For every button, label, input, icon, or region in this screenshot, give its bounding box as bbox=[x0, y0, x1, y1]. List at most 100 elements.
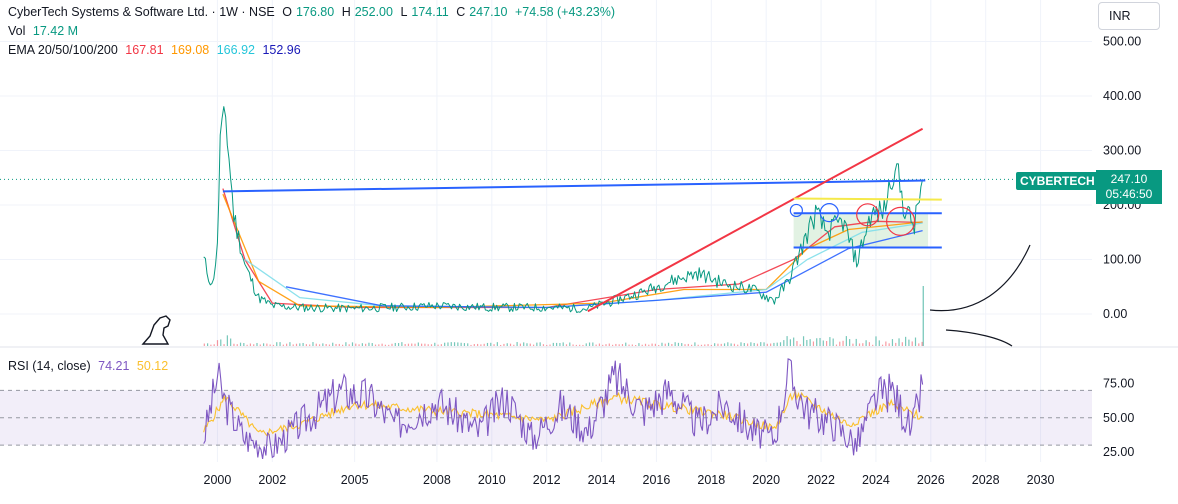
open-value: 176.80 bbox=[295, 5, 335, 19]
volume-bar bbox=[523, 342, 525, 346]
volume-bar bbox=[677, 342, 680, 346]
volume-bar bbox=[631, 344, 633, 346]
volume-bar bbox=[282, 344, 284, 346]
volume-bar bbox=[246, 344, 248, 346]
volume-bar bbox=[532, 344, 535, 346]
volume-bar bbox=[875, 336, 877, 346]
rsi-panel bbox=[0, 358, 1092, 459]
volume-bar bbox=[358, 344, 360, 346]
volume-bar bbox=[496, 342, 498, 346]
volume-bar bbox=[743, 343, 745, 346]
volume-bar bbox=[476, 343, 479, 346]
volume-bar bbox=[216, 340, 219, 346]
volume-bar bbox=[756, 343, 759, 346]
ema-line-ema200 bbox=[285, 229, 923, 309]
volume-bar bbox=[322, 343, 324, 346]
volume-bar bbox=[714, 343, 716, 346]
volume-bar bbox=[384, 344, 387, 346]
close-label: C bbox=[456, 5, 466, 19]
open-label: O bbox=[282, 5, 292, 19]
volume-bar bbox=[618, 344, 620, 346]
time-axis-tick: 2018 bbox=[697, 473, 725, 487]
gridlines bbox=[0, 0, 1178, 462]
volume-bar bbox=[579, 344, 581, 346]
volume-bar bbox=[641, 344, 643, 346]
volume-bar bbox=[635, 344, 637, 346]
highlight-circle bbox=[789, 203, 803, 218]
volume-bar bbox=[210, 344, 212, 346]
volume-bar bbox=[542, 344, 545, 346]
volume-bar bbox=[674, 342, 676, 346]
volume-bar bbox=[473, 344, 475, 346]
volume-bar bbox=[480, 344, 482, 346]
volume-bar bbox=[707, 344, 709, 346]
drawing-arcs bbox=[929, 244, 1031, 347]
volume-bar bbox=[226, 335, 228, 346]
volume-bar bbox=[822, 340, 824, 346]
price-series bbox=[203, 106, 924, 313]
volume-bar bbox=[516, 342, 518, 346]
volume-bar bbox=[414, 343, 416, 346]
volume-bar bbox=[723, 343, 726, 346]
volume-bar bbox=[832, 338, 834, 346]
volume-bar bbox=[421, 343, 423, 346]
symbol-title[interactable]: CyberTech Systems & Software Ltd. · 1W ·… bbox=[8, 5, 275, 19]
volume-bar bbox=[513, 344, 515, 346]
volume-bar bbox=[552, 342, 554, 346]
volume-bar bbox=[391, 343, 393, 346]
volume-bar bbox=[704, 344, 706, 346]
volume-bar bbox=[697, 344, 699, 346]
low-value: 174.11 bbox=[411, 5, 449, 19]
volume-bar bbox=[328, 344, 331, 346]
high-value: 252.00 bbox=[354, 5, 393, 19]
volume-bar bbox=[829, 337, 831, 346]
time-axis-tick: 2000 bbox=[204, 473, 232, 487]
last-price: 247.10 bbox=[1110, 172, 1148, 186]
arc-up bbox=[929, 244, 1031, 312]
rsi-axis-tick: 25.00 bbox=[1103, 445, 1134, 459]
volume-bar bbox=[569, 342, 571, 346]
volume-bar bbox=[753, 342, 755, 346]
price-axis-tick: 500.00 bbox=[1103, 35, 1141, 49]
volume-bar bbox=[223, 344, 225, 346]
time-axis-tick: 2020 bbox=[752, 473, 780, 487]
volume-bar bbox=[299, 343, 301, 346]
volume-bar bbox=[605, 344, 607, 346]
volume-bar bbox=[730, 343, 732, 346]
volume-bar bbox=[388, 344, 390, 346]
time-axis-tick: 2010 bbox=[478, 473, 506, 487]
time-axis-tick: 2002 bbox=[258, 473, 286, 487]
rsi-legend[interactable]: RSI (14, close) 74.21 50.12 bbox=[8, 359, 172, 373]
volume-bar bbox=[460, 342, 462, 346]
ema-legend[interactable]: EMA 20/50/100/200 167.81 169.08 166.92 1… bbox=[8, 43, 305, 57]
volume-bar bbox=[342, 344, 344, 346]
volume-bar bbox=[625, 342, 627, 346]
volume-bar bbox=[233, 343, 235, 346]
volume-bar bbox=[839, 341, 841, 346]
volume-bar bbox=[608, 343, 610, 346]
volume-bar bbox=[381, 343, 383, 346]
volume-bar bbox=[878, 340, 880, 346]
volume-bar bbox=[895, 342, 897, 346]
volume-bar bbox=[700, 344, 703, 346]
volume-bar bbox=[427, 344, 429, 346]
volume-bar bbox=[694, 342, 696, 346]
volume-bar bbox=[332, 342, 334, 346]
volume-legend[interactable]: Vol 17.42 M bbox=[8, 24, 82, 38]
volume-bar bbox=[220, 339, 222, 346]
volume-bar bbox=[595, 344, 597, 346]
volume-bar bbox=[891, 339, 894, 346]
volume-bar bbox=[898, 338, 900, 346]
volume-bar bbox=[500, 344, 502, 346]
high-label: H bbox=[341, 5, 351, 19]
change-value: +74.58 (+43.23%) bbox=[514, 5, 616, 19]
volume-bars bbox=[203, 286, 924, 346]
currency-button[interactable]: INR bbox=[1098, 2, 1160, 30]
volume-bar bbox=[575, 344, 577, 346]
rsi-axis-tick: 50.00 bbox=[1103, 411, 1134, 425]
volume-bar bbox=[434, 342, 436, 346]
volume-bar bbox=[243, 343, 245, 346]
ema100-value: 166.92 bbox=[216, 43, 255, 57]
volume-bar bbox=[763, 342, 765, 346]
